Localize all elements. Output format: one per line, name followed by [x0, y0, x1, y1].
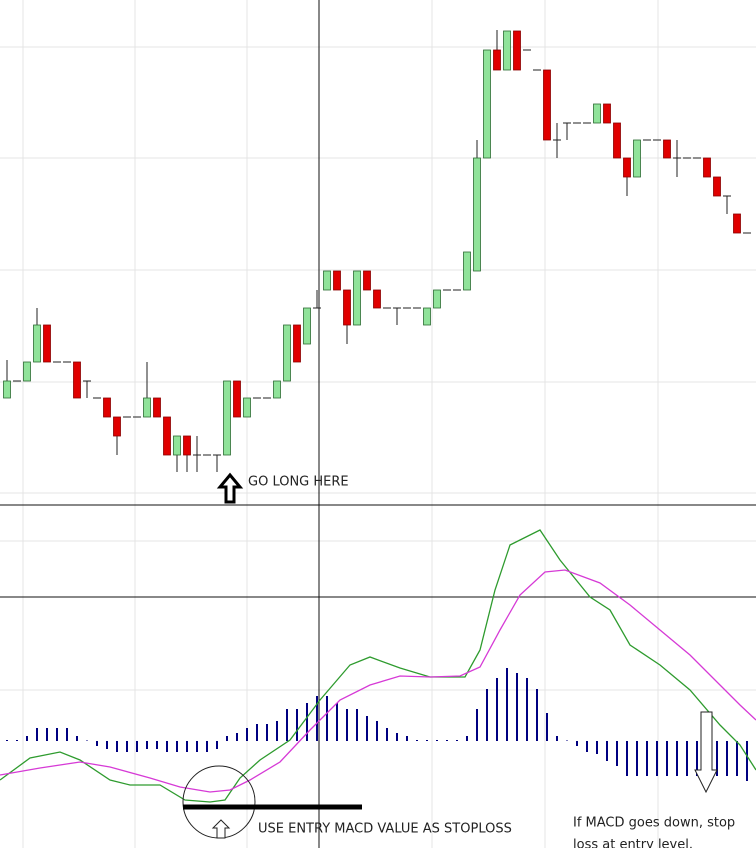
macd-line — [0, 569, 756, 793]
candle-body — [113, 416, 121, 437]
candle-body — [343, 289, 351, 326]
down-arrow — [694, 711, 718, 794]
candle-body — [283, 324, 291, 382]
candle-body — [473, 157, 481, 272]
candle-body — [543, 69, 551, 141]
candle-body — [303, 307, 311, 345]
candle-body — [183, 435, 191, 456]
candle-body — [703, 157, 711, 178]
candle-body — [613, 122, 621, 159]
candle-body — [513, 30, 521, 71]
candle-body — [483, 49, 491, 159]
candle-body — [663, 139, 671, 159]
annotation: If MACD goes down, stop — [573, 816, 735, 831]
candle-body — [603, 103, 611, 124]
marks — [0, 30, 756, 803]
annotation: USE ENTRY MACD VALUE AS STOPLOSS — [258, 822, 512, 837]
candle-body — [43, 324, 51, 363]
candle-body — [333, 270, 341, 291]
candle-body — [23, 361, 31, 382]
candle-body — [323, 270, 331, 291]
candle-body — [3, 380, 11, 399]
candle-body — [373, 289, 381, 309]
candle-body — [143, 397, 151, 418]
candle-body — [713, 176, 721, 197]
candle-body — [33, 324, 41, 363]
candle-body — [223, 380, 231, 456]
up-arrow — [211, 819, 231, 839]
candle-body — [173, 435, 181, 456]
macd-line — [0, 529, 756, 803]
annotation: loss at entry level. — [573, 838, 693, 848]
candle-body — [503, 30, 511, 71]
candle-body — [493, 49, 501, 71]
annotations: GO LONG HERE USE ENTRY MACD VALUE AS STO… — [182, 472, 735, 848]
candle-body — [243, 397, 251, 418]
candle-body — [103, 397, 111, 418]
candle-body — [233, 380, 241, 418]
candle-body — [353, 270, 361, 326]
candle-body — [623, 157, 631, 178]
candle-body — [733, 213, 741, 234]
candle-body — [73, 361, 81, 399]
candle-body — [433, 289, 441, 309]
candle-body — [363, 270, 371, 291]
candle-body — [593, 103, 601, 124]
candle-body — [633, 139, 641, 178]
candle-body — [153, 397, 161, 418]
candle-body — [293, 324, 301, 363]
candle-body — [423, 307, 431, 326]
candle-body — [463, 251, 471, 291]
candle-body — [273, 380, 281, 399]
candle-body — [163, 416, 171, 456]
annotation: GO LONG HERE — [248, 475, 349, 490]
up-arrow — [216, 472, 244, 504]
